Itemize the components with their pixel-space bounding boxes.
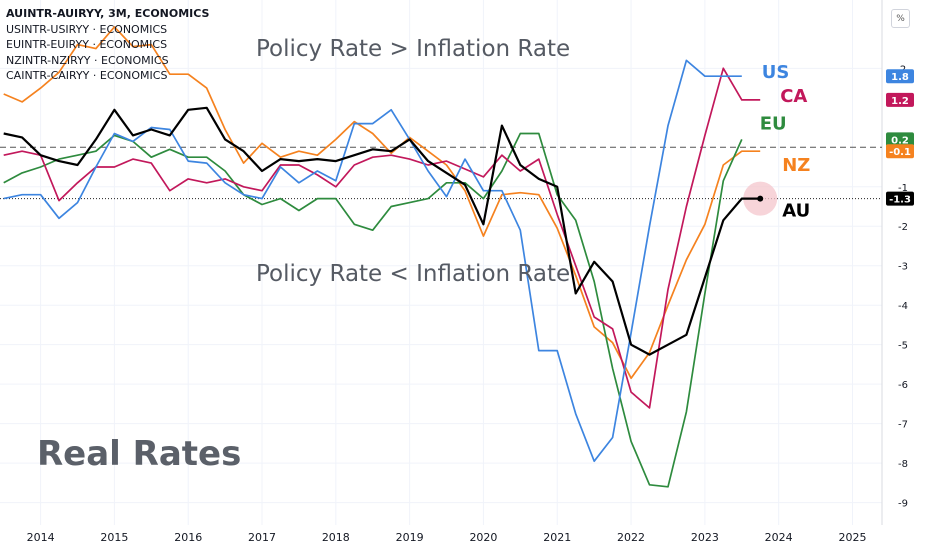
axis-value-badge-bg: [886, 144, 914, 159]
legend-line-us[interactable]: USINTR-USIRYY · ECONOMICS: [6, 22, 168, 36]
axis-value-badge-text: 1.2: [891, 96, 909, 107]
y-tick-label: -3: [898, 262, 908, 273]
series-end-label-ca: CA: [780, 86, 807, 107]
x-tick-label: 2014: [27, 531, 55, 544]
axis-value-badge-bg: [886, 69, 914, 84]
y-tick-label: -2: [898, 222, 908, 233]
x-tick-label: 2019: [396, 531, 424, 544]
x-tick-label: 2015: [100, 531, 128, 544]
axis-value-badge-bg: [886, 92, 914, 107]
legend-line-nz[interactable]: NZINTR-NZIRYY · ECONOMICS: [6, 53, 169, 67]
axis-value-badge-bg: [886, 191, 914, 206]
y-tick-label: -9: [898, 499, 908, 510]
x-tick-label: 2023: [691, 531, 719, 544]
axis-value-badge-au: -1.3: [886, 191, 914, 206]
legend-line-ca[interactable]: CAINTR-CAIRYY · ECONOMICS: [6, 69, 168, 82]
y-tick-label: -1: [898, 183, 908, 194]
axis-value-badge-eu: 0.2: [886, 132, 914, 147]
series-end-label-eu: EU: [760, 113, 787, 134]
axis-value-badge-us: 1.8: [886, 69, 914, 84]
series-end-label-au: AU: [782, 201, 810, 222]
series-end-label-nz: NZ: [782, 155, 810, 176]
axis-value-badge-text: 1.8: [891, 72, 909, 83]
series-line-ca: [3, 67, 761, 409]
x-tick-label: 2017: [248, 531, 276, 544]
axis-value-badge-text: 0.2: [891, 135, 909, 146]
series-line-au: [3, 106, 761, 356]
x-tick-label: 2021: [543, 531, 571, 544]
last-value-dot: [757, 195, 764, 202]
y-tick-label: -6: [898, 380, 908, 391]
annotation-above: Policy Rate > Inflation Rate: [256, 36, 571, 62]
x-tick-label: 2020: [469, 531, 497, 544]
series-legend: AUINTR-AUIRYY, 3M, ECONOMICS USINTR-USIR…: [6, 6, 209, 84]
chart-title-real-rates: Real Rates: [37, 434, 242, 474]
axis-value-badge-ca: 1.2: [886, 92, 914, 107]
series-line-nz: [3, 26, 761, 380]
y-tick-label: -7: [898, 420, 908, 431]
x-tick-label: 2016: [174, 531, 202, 544]
percent-scale-button[interactable]: %: [891, 9, 910, 28]
x-tick-label: 2024: [765, 531, 793, 544]
axis-value-badge-bg: [886, 132, 914, 147]
y-tick-label: -8: [898, 459, 908, 470]
series-end-label-us: US: [762, 62, 790, 83]
x-tick-label: 2018: [322, 531, 350, 544]
axis-value-badge-text: -0.1: [889, 147, 911, 158]
annotation-below: Policy Rate < Inflation Rate: [256, 261, 571, 287]
axis-value-badge-text: -1.3: [889, 195, 911, 206]
series-line-us: [3, 59, 742, 463]
x-tick-label: 2022: [617, 531, 645, 544]
x-tick-label: 2025: [838, 531, 866, 544]
y-tick-label: -5: [898, 341, 908, 352]
axis-value-badge-nz: -0.1: [886, 144, 914, 159]
legend-line-au[interactable]: AUINTR-AUIRYY, 3M, ECONOMICS: [6, 7, 210, 20]
y-tick-label: -4: [898, 301, 908, 312]
legend-line-eu[interactable]: EUINTR-EUIRYY · ECONOMICS: [6, 38, 168, 51]
